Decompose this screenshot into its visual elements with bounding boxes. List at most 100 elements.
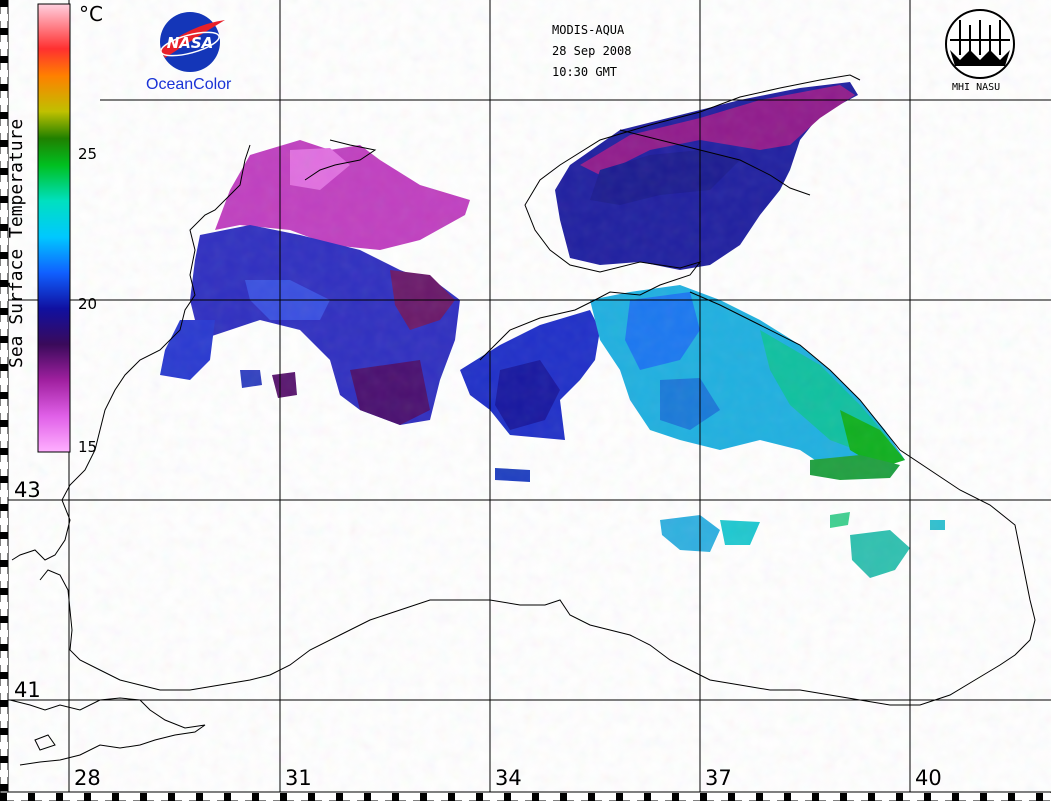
frame-tick [434, 793, 441, 801]
frame-tick [0, 406, 8, 413]
frame-tick [938, 793, 945, 801]
frame-tick [0, 616, 8, 623]
frame-tick [0, 658, 8, 665]
frame-tick [868, 793, 875, 801]
frame-tick [0, 448, 8, 455]
lon-label-37: 37 [705, 766, 732, 790]
frame-tick [0, 392, 8, 399]
frame-tick [0, 490, 8, 497]
frame-tick [420, 793, 427, 801]
frame-tick [112, 793, 119, 801]
frame-tick [378, 793, 385, 801]
frame-tick [0, 140, 8, 147]
frame-tick [728, 793, 735, 801]
frame-tick [0, 742, 8, 749]
frame-tick [252, 793, 259, 801]
frame-tick [518, 793, 525, 801]
frame-tick [546, 793, 553, 801]
frame-tick [0, 168, 8, 175]
frame-tick [616, 793, 623, 801]
frame-tick [70, 793, 77, 801]
frame-tick [798, 793, 805, 801]
frame-tick [994, 793, 1001, 801]
frame-tick [56, 793, 63, 801]
lon-label-34: 34 [495, 766, 522, 790]
frame-tick [154, 793, 161, 801]
frame-tick [0, 126, 8, 133]
frame-tick [0, 42, 8, 49]
frame-tick [0, 224, 8, 231]
frame-tick [504, 793, 511, 801]
frame-tick [182, 793, 189, 801]
frame-tick [0, 630, 8, 637]
frame-tick [0, 588, 8, 595]
frame-tick [350, 793, 357, 801]
frame-tick [196, 793, 203, 801]
frame-tick [0, 210, 8, 217]
frame-tick [0, 476, 8, 483]
frame-tick [0, 196, 8, 203]
frame-tick [0, 364, 8, 371]
frame-tick [0, 266, 8, 273]
frame-tick [0, 574, 8, 581]
frame-tick [812, 793, 819, 801]
frame-tick [392, 793, 399, 801]
frame-tick [826, 793, 833, 801]
frame-tick [98, 793, 105, 801]
frame-tick [0, 182, 8, 189]
frame-tick [140, 793, 147, 801]
frame-tick [0, 0, 8, 7]
nasa-logo: NASA [160, 12, 225, 72]
frame-tick [210, 793, 217, 801]
frame-tick [406, 793, 413, 801]
frame-tick [280, 793, 287, 801]
frame-tick [0, 70, 8, 77]
frame-tick [924, 793, 931, 801]
frame-tick [0, 756, 8, 763]
svg-text:NASA: NASA [167, 34, 214, 52]
frame-tick [168, 793, 175, 801]
frame-tick [0, 672, 8, 679]
frame-tick [322, 793, 329, 801]
lat-label-41: 41 [14, 678, 41, 702]
colorbar [37, 3, 71, 453]
colorbar-title: Sea Surface Temperature [6, 118, 27, 368]
frame-tick [0, 793, 7, 801]
frame-tick [238, 793, 245, 801]
unit-label: °C [79, 2, 103, 26]
frame-tick [574, 793, 581, 801]
frame-tick [0, 714, 8, 721]
frame-tick [0, 84, 8, 91]
frame-tick [0, 336, 8, 343]
frame-tick [854, 793, 861, 801]
frame-tick [1022, 793, 1029, 801]
colorbar-tick-20: 20 [78, 295, 98, 313]
frame-tick [980, 793, 987, 801]
oceancolor-logo-text: OceanColor [146, 76, 232, 93]
frame-tick [364, 793, 371, 801]
frame-tick [224, 793, 231, 801]
frame-tick [0, 518, 8, 525]
frame-tick [0, 98, 8, 105]
frame-tick [462, 793, 469, 801]
frame-tick [532, 793, 539, 801]
lon-label-31: 31 [285, 766, 312, 790]
frame-tick [490, 793, 497, 801]
frame-tick [630, 793, 637, 801]
frame-tick [644, 793, 651, 801]
colorbar-tick-15: 15 [78, 438, 98, 456]
frame-tick [448, 793, 455, 801]
lon-label-28: 28 [74, 766, 101, 790]
frame-tick [560, 793, 567, 801]
frame-tick [714, 793, 721, 801]
frame-tick [0, 462, 8, 469]
frame-tick [784, 793, 791, 801]
frame-tick [756, 793, 763, 801]
frame-tick [0, 644, 8, 651]
time-label: 10:30 GMT [552, 65, 618, 79]
frame-tick [0, 238, 8, 245]
frame-tick [0, 728, 8, 735]
